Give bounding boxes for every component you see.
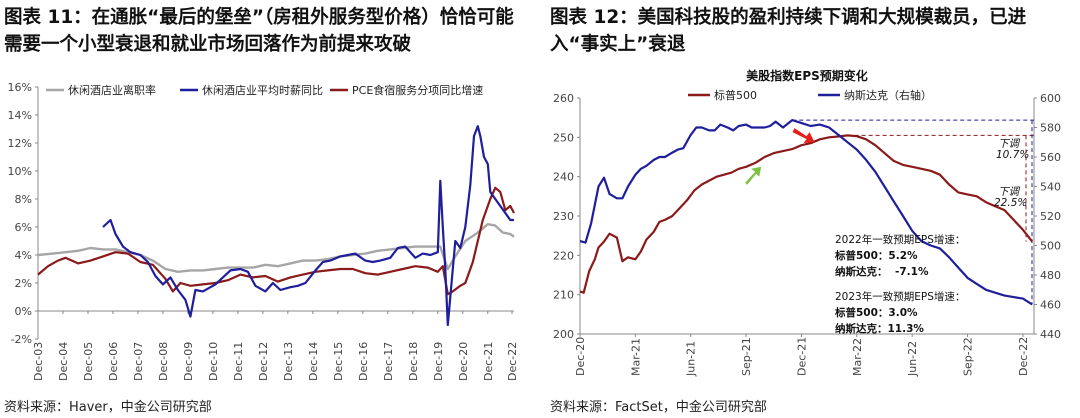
legend-label-pce: PCE食宿服务分项同比增速 [352, 83, 483, 97]
box-2022-nasdaq-label: 纳斯达克： [835, 265, 888, 278]
y-tick-label-left: 260 [553, 92, 574, 105]
x-tick-label: Dec-15 [332, 342, 345, 381]
box-2022-sp500: 标普500：5.2% [834, 249, 918, 262]
figure-12-title: 图表 12：美国科技股的盈利持续下调和大规模裁员，已进入“事实上”衰退 [550, 7, 1027, 55]
y-tick-label-left: 250 [553, 131, 574, 144]
x-tick-label: Dec-03 [32, 342, 45, 381]
box-2023-sp500: 标普500：3.0% [834, 306, 918, 319]
legend-label-nasdaq: 纳斯达克（右轴） [844, 88, 932, 102]
y-tick-label-right: 600 [1040, 92, 1061, 105]
legend-label-wages: 休闲酒店业平均时薪同比 [202, 83, 323, 97]
red-arrow-icon [792, 128, 815, 144]
box-2023-title: 2023年一致预期EPS增速： [835, 290, 965, 303]
y-tick-label-right: 500 [1040, 240, 1061, 253]
x-tick-label: Dec-14 [307, 342, 320, 381]
annotation-down-nasdaq-value: 22.5% [994, 197, 1027, 209]
figure-11: 图表 11：在通胀“最后的堡垒”（房租外服务型价格）恰恰可能需要一个小型衰退和就… [0, 0, 530, 418]
x-tick-label: Dec-09 [182, 342, 195, 381]
x-tick-label: Sep-21 [740, 337, 753, 376]
x-tick-label: Sep-22 [962, 337, 975, 376]
y-tick-label-right: 440 [1040, 328, 1061, 341]
annotation-down-nasdaq: 下调 [998, 186, 1020, 198]
box-2022-nasdaq-value: -7.1% [895, 266, 929, 278]
x-tick-label: Dec-11 [232, 342, 245, 381]
legend-label-sp500: 标普500 [714, 88, 757, 102]
figure-11-title: 图表 11：在通胀“最后的堡垒”（房租外服务型价格）恰恰可能需要一个小型衰退和就… [4, 7, 514, 55]
y-tick-label-left: 220 [553, 249, 574, 262]
chart-11: -2% 0% 2% 4% 6% 8% 10% 12% 14% 16% Dec-03 Dec-04 Dec… [8, 81, 519, 381]
x-tick-label: Dec-07 [132, 342, 145, 381]
x-tick-label: Dec-19 [432, 342, 445, 381]
series-line-sp500 [579, 134, 1034, 294]
x-tick-label: Mar-22 [851, 338, 864, 376]
x-tick-label: Dec-21 [482, 342, 495, 381]
y-tick-label-right: 480 [1040, 269, 1061, 282]
y-tick-label-right: 560 [1040, 151, 1061, 164]
annotation-down-sp500-value: 10.7% [996, 149, 1029, 161]
y-tick-label: 8% [15, 193, 32, 206]
y-tick-label: -2% [11, 333, 32, 346]
green-arrow-icon [745, 166, 762, 185]
x-tick-label: Dec-18 [407, 342, 420, 381]
x-tick-label: Dec-13 [282, 342, 295, 381]
y-tick-label: 12% [8, 137, 32, 150]
figure-12-source: 资料来源：FactSet，中金公司研究部 [550, 400, 767, 415]
x-tick-label: Dec-20 [457, 342, 470, 381]
x-tick-label: Jun-22 [906, 341, 919, 377]
x-tick-label: Dec-17 [382, 342, 395, 381]
y-tick-label-left: 210 [553, 289, 574, 302]
x-tick-label: Dec-22 [1017, 337, 1030, 376]
y-tick-label: 10% [8, 165, 32, 178]
x-tick-label: Mar-21 [629, 338, 642, 376]
y-tick-label-left: 200 [553, 328, 574, 341]
figure-12: 图表 12：美国科技股的盈利持续下调和大规模裁员，已进入“事实上”衰退 美股指数… [546, 0, 1076, 418]
box-2022-title: 2022年一致预期EPS增速： [835, 233, 965, 246]
x-tick-label: Dec-16 [357, 342, 370, 381]
x-tick-label: Dec-05 [82, 342, 95, 381]
x-tick-label: Dec-08 [157, 342, 170, 381]
x-tick-label: Dec-04 [57, 342, 70, 381]
chart-12-title: 美股指数EPS预期变化 [746, 68, 868, 83]
annotation-down-sp500: 下调 [998, 138, 1020, 150]
series-line-quits [37, 223, 515, 273]
chart-12: 美股指数EPS预期变化 200 210 220 230 240 250 260 440 460 48… [553, 68, 1061, 377]
y-tick-label-right: 460 [1040, 299, 1061, 312]
y-tick-label: 16% [8, 81, 32, 94]
box-2023-nasdaq: 纳斯达克：11.3% [835, 322, 924, 335]
figure-11-source: 资料来源：Haver，中金公司研究部 [4, 400, 212, 415]
series-line-nasdaq [579, 119, 1033, 306]
x-tick-label: Dec-10 [207, 342, 220, 381]
y-tick-label: 14% [8, 109, 32, 122]
y-tick-label-right: 580 [1040, 122, 1061, 135]
legend-label-quits: 休闲酒店业离职率 [68, 83, 156, 97]
x-tick-label: Dec-12 [257, 342, 270, 381]
y-tick-label-left: 230 [553, 210, 574, 223]
x-tick-label: Dec-22 [506, 342, 519, 381]
x-tick-label: Dec-21 [795, 337, 808, 376]
y-tick-label: 2% [15, 277, 32, 290]
x-tick-label: Dec-06 [107, 342, 120, 381]
y-tick-label: 6% [15, 221, 32, 234]
y-tick-label: 4% [15, 249, 32, 262]
x-tick-label: Jun-21 [685, 341, 698, 377]
y-tick-label-left: 240 [553, 171, 574, 184]
y-tick-label-right: 520 [1040, 210, 1061, 223]
x-tick-label: Dec-20 [574, 337, 587, 376]
series-line-wages [102, 125, 514, 327]
y-tick-label: 0% [15, 305, 32, 318]
y-tick-label-right: 540 [1040, 181, 1061, 194]
